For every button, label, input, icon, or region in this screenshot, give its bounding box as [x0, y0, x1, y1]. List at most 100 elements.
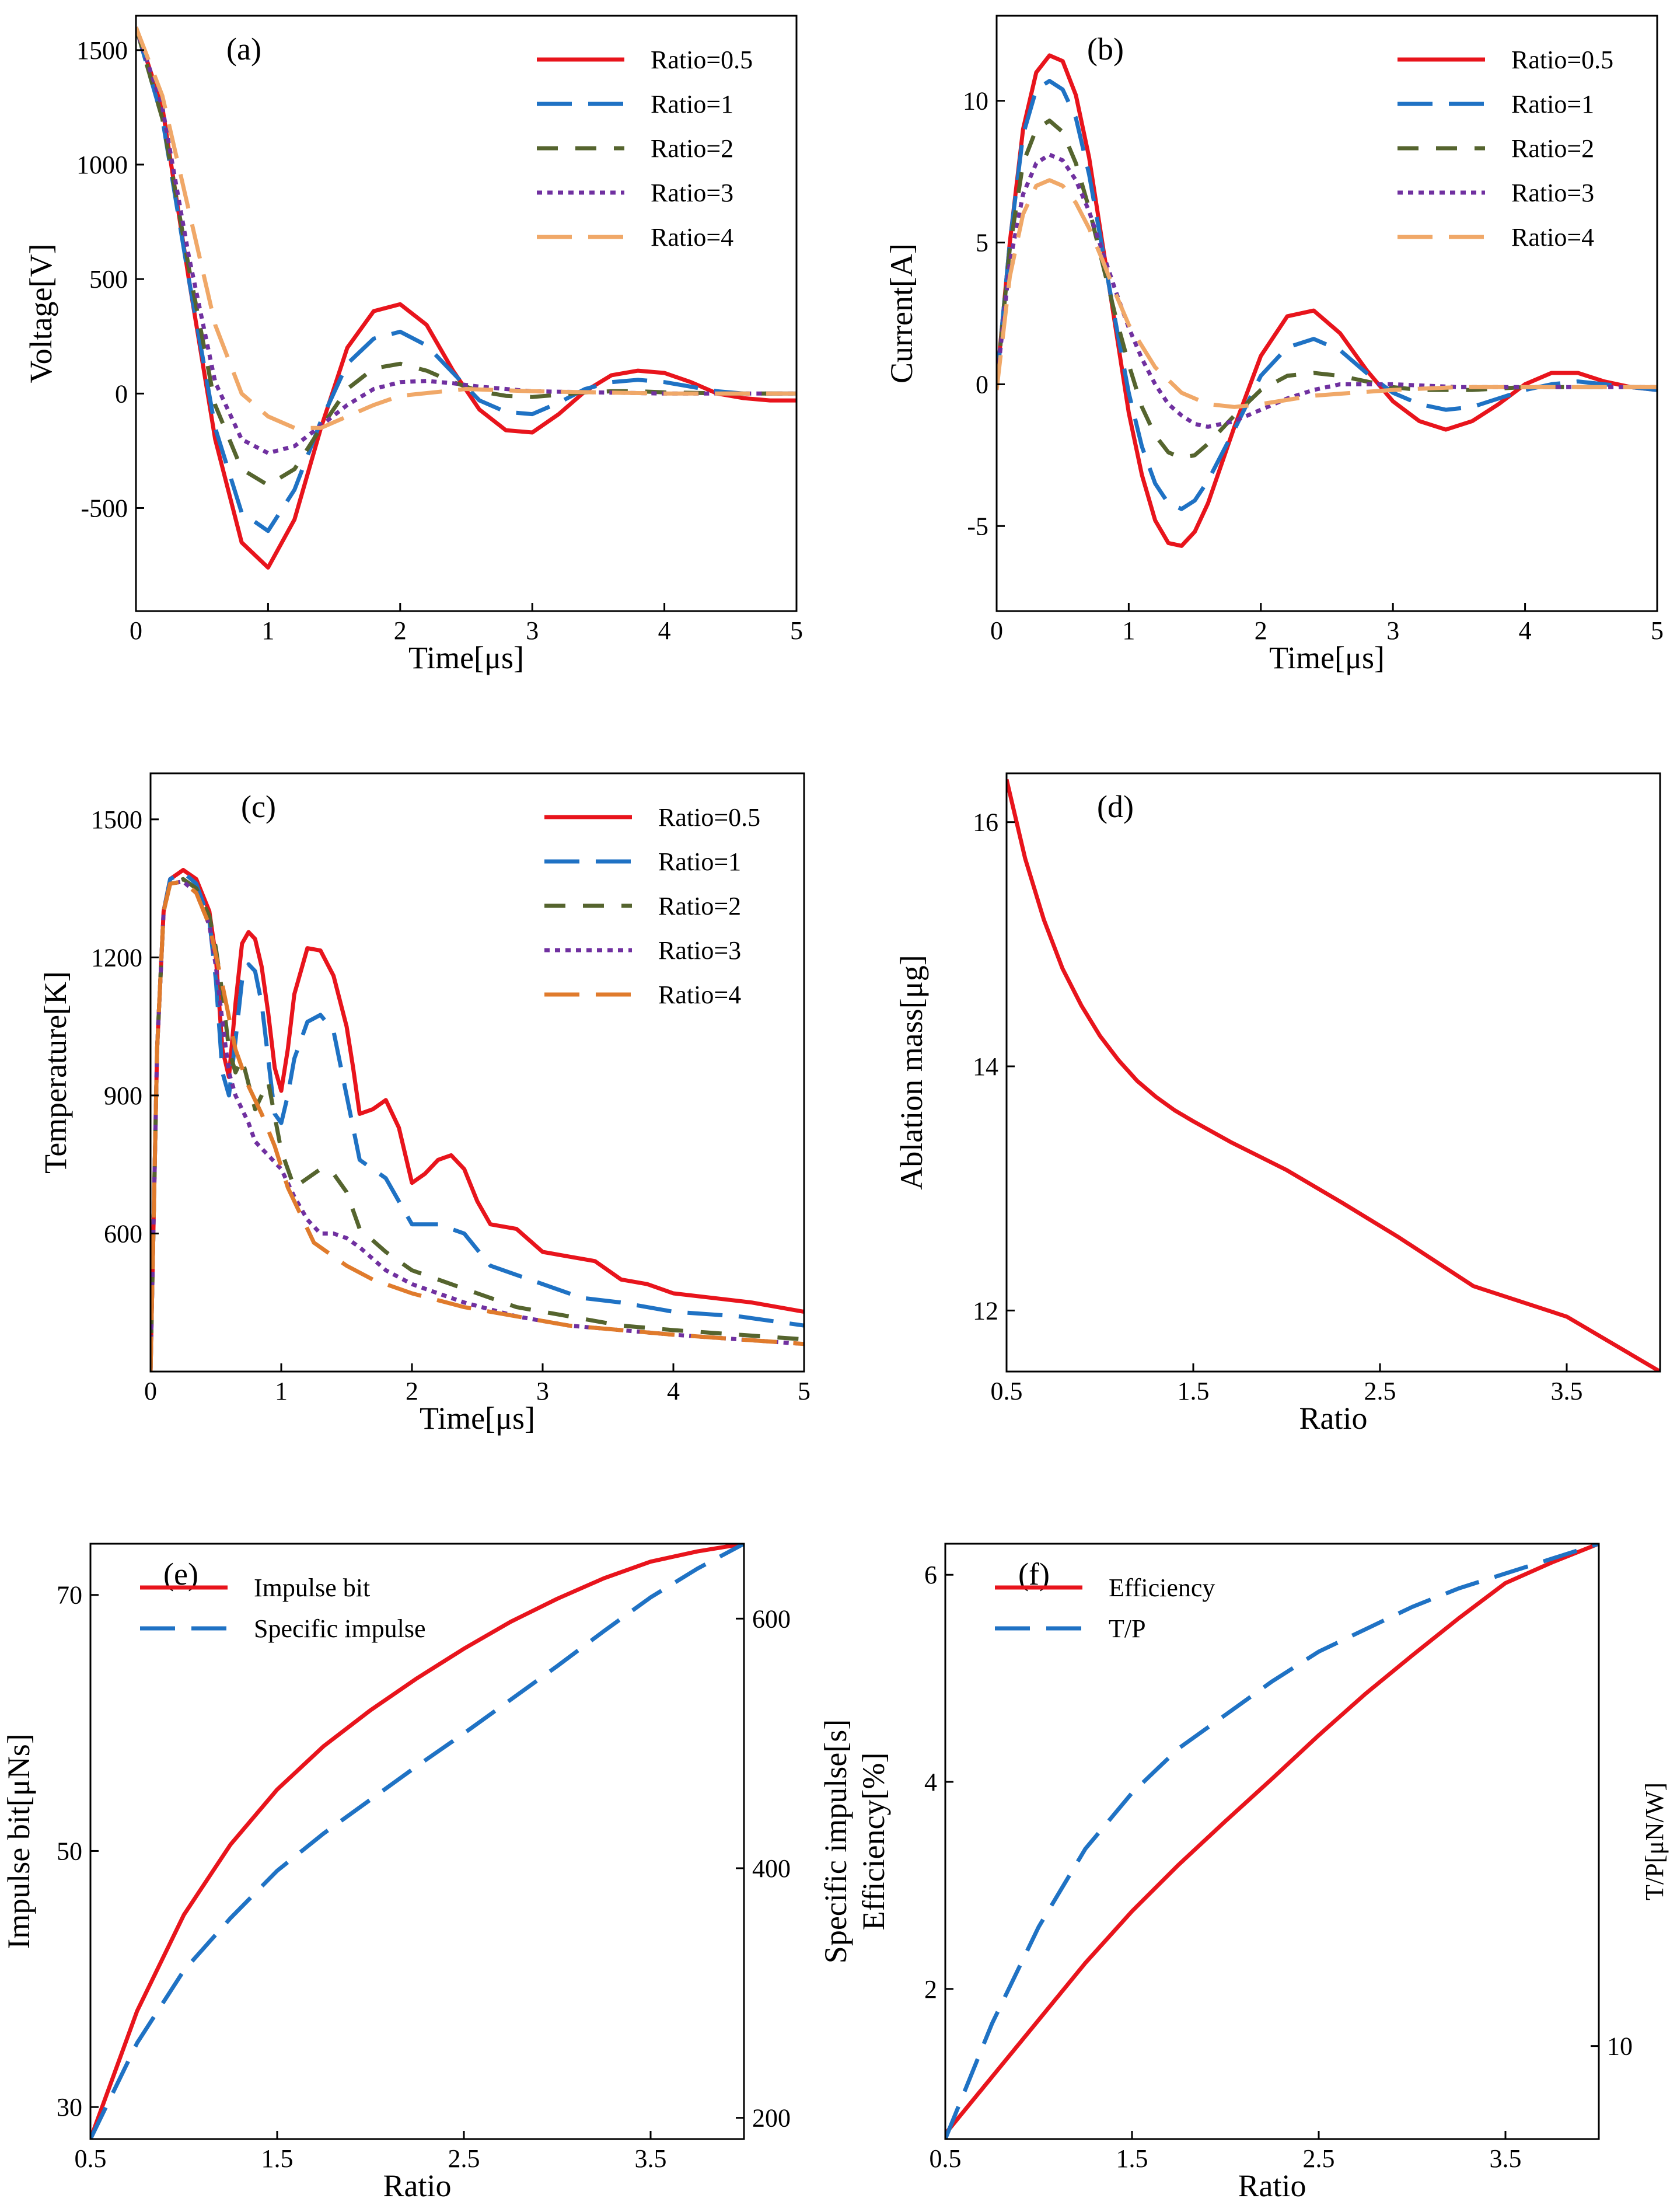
y-tick-label-c: 1500	[91, 805, 142, 834]
y-tick-label-a: -500	[81, 494, 128, 522]
y-right-tick-label-e: 200	[752, 2104, 791, 2133]
x-tick-label-d: 1.5	[1178, 1377, 1210, 1405]
x-tick-label-a: 2	[394, 616, 407, 645]
panel-b: 0 1 2 3 4 5 -5 0 5 10 Time[μs] Current[A] (b) Ratio=0…	[884, 15, 1664, 675]
panel-a: 0 1 2 3 4 5 -500 0 500 1000 1500 Time[μs] Voltage[V]…	[23, 15, 803, 675]
series-line-b-0	[997, 53, 1657, 548]
plot-frame-a	[135, 15, 798, 612]
legend-label-f-0: Efficiency	[1109, 1573, 1215, 1602]
panel-label-a: (a)	[226, 32, 261, 67]
panel-f: 0.5 1.5 2.5 3.5 2 4 6 10 Ratio Efficiency[%] T/P[μ…	[856, 1543, 1669, 2203]
x-tick-label-b: 5	[1651, 616, 1664, 645]
series-line-f-1	[945, 1544, 1599, 2139]
panel-label-c: (c)	[241, 789, 276, 824]
y-tick-label-a: 500	[89, 265, 128, 294]
series-line-c-2	[151, 877, 804, 1372]
series-line-b-4	[997, 178, 1657, 409]
x-tick-label-a: 1	[261, 616, 274, 645]
y-tick-label-e: 70	[57, 1581, 82, 1610]
panel-d: 0.5 1.5 2.5 3.5 12 14 16 Ratio Ablation mass[μg]…	[894, 772, 1661, 1436]
y-tick-label-d: 14	[973, 1052, 998, 1081]
panel-label-b: (b)	[1087, 32, 1124, 67]
series-line-b-1	[997, 79, 1657, 511]
y-right-tick-label-e: 400	[752, 1854, 791, 1883]
y-tick-label-d: 16	[973, 808, 998, 837]
y-axis-label-d: Ablation mass[μg]	[894, 955, 929, 1189]
x-tick-label-a: 4	[658, 616, 671, 645]
legend-label-b-2: Ratio=2	[1511, 134, 1594, 163]
x-axis-label-c: Time[μs]	[420, 1401, 535, 1436]
legend-label-b-4: Ratio=4	[1511, 223, 1594, 252]
legend-b: Ratio=0.5 Ratio=1 Ratio=2 Ratio=3 Ratio=4	[1398, 46, 1613, 252]
legend-label-c-4: Ratio=4	[658, 981, 741, 1009]
x-tick-label-c: 1	[275, 1377, 288, 1405]
x-tick-label-a: 3	[526, 616, 539, 645]
x-axis-label-a: Time[μs]	[408, 640, 524, 675]
legend-label-e-1: Specific impulse	[254, 1614, 426, 1643]
y-tick-label-c: 1200	[91, 943, 142, 972]
legend-label-c-3: Ratio=3	[658, 936, 741, 965]
y-tick-label-b: 10	[963, 87, 988, 116]
y-tick-label-a: 1000	[76, 151, 128, 179]
y-axis-label-f: Efficiency[%]	[856, 1753, 891, 1931]
x-tick-label-a: 5	[790, 616, 803, 645]
series-line-b-2	[997, 118, 1657, 460]
x-tick-label-b: 4	[1519, 616, 1532, 645]
x-tick-label-b: 0	[990, 616, 1003, 645]
x-tick-label-c: 5	[798, 1377, 810, 1405]
series-line-a-4	[136, 26, 796, 430]
x-tick-label-b: 3	[1386, 616, 1399, 645]
plot-frame-b	[995, 15, 1658, 612]
x-tick-label-e: 3.5	[635, 2144, 667, 2173]
x-axis-label-b: Time[μs]	[1269, 640, 1385, 675]
x-tick-label-e: 1.5	[261, 2144, 294, 2173]
x-axis-label-e: Ratio	[383, 2168, 452, 2203]
legend-label-c-2: Ratio=2	[658, 892, 741, 920]
x-tick-label-c: 0	[144, 1377, 157, 1405]
x-tick-label-b: 1	[1122, 616, 1135, 645]
y-axis-label-b: Current[A]	[884, 243, 919, 383]
y-tick-label-f: 4	[924, 1768, 937, 1796]
series-line-f-0	[945, 1544, 1599, 2136]
x-axis-label-d: Ratio	[1299, 1401, 1368, 1436]
series-line-b-3	[997, 152, 1657, 429]
y-axis-label-a: Voltage[V]	[23, 244, 58, 383]
x-tick-label-a: 0	[130, 616, 142, 645]
panel-label-d: (d)	[1097, 789, 1134, 824]
y-tick-label-f: 6	[924, 1561, 937, 1589]
x-tick-label-d: 3.5	[1551, 1377, 1583, 1405]
legend-label-a-3: Ratio=3	[651, 179, 733, 207]
y-tick-label-c: 600	[104, 1219, 142, 1248]
y-tick-label-f: 2	[924, 1975, 937, 2004]
series-line-a-1	[136, 26, 796, 533]
x-tick-label-d: 0.5	[991, 1377, 1023, 1405]
y-axis-label-e: Impulse bit[μNs]	[1, 1733, 36, 1949]
x-tick-label-c: 4	[667, 1377, 680, 1405]
legend-label-a-2: Ratio=2	[651, 134, 733, 163]
y-tick-label-a: 1500	[76, 36, 128, 65]
legend-label-b-1: Ratio=1	[1511, 90, 1594, 118]
x-axis-label-f: Ratio	[1238, 2168, 1306, 2203]
x-tick-label-f: 0.5	[930, 2144, 962, 2173]
plot-frame-e	[89, 1543, 745, 2140]
plot-frame-f	[944, 1543, 1600, 2140]
x-tick-label-c: 3	[536, 1377, 549, 1405]
y-tick-label-e: 50	[57, 1837, 82, 1865]
legend-label-b-0: Ratio=0.5	[1511, 46, 1613, 74]
legend-e: Impulse bit Specific impulse	[140, 1573, 426, 1643]
plot-frame-d	[1005, 772, 1661, 1373]
y-tick-label-a: 0	[115, 379, 128, 408]
y-tick-label-e: 30	[57, 2093, 82, 2122]
x-tick-label-f: 2.5	[1303, 2144, 1335, 2173]
legend-label-a-1: Ratio=1	[651, 90, 733, 118]
y-tick-label-b: 0	[976, 370, 988, 399]
legend-c: Ratio=0.5 Ratio=1 Ratio=2 Ratio=3 Ratio=4	[544, 803, 760, 1009]
y-tick-label-b: -5	[967, 512, 988, 540]
y-tick-label-d: 12	[973, 1296, 998, 1325]
x-tick-label-c: 2	[406, 1377, 418, 1405]
series-line-e-1	[90, 1544, 744, 2139]
legend-label-c-0: Ratio=0.5	[658, 803, 760, 832]
y-tick-label-b: 5	[976, 229, 988, 257]
y-right-tick-label-e: 600	[752, 1604, 791, 1633]
